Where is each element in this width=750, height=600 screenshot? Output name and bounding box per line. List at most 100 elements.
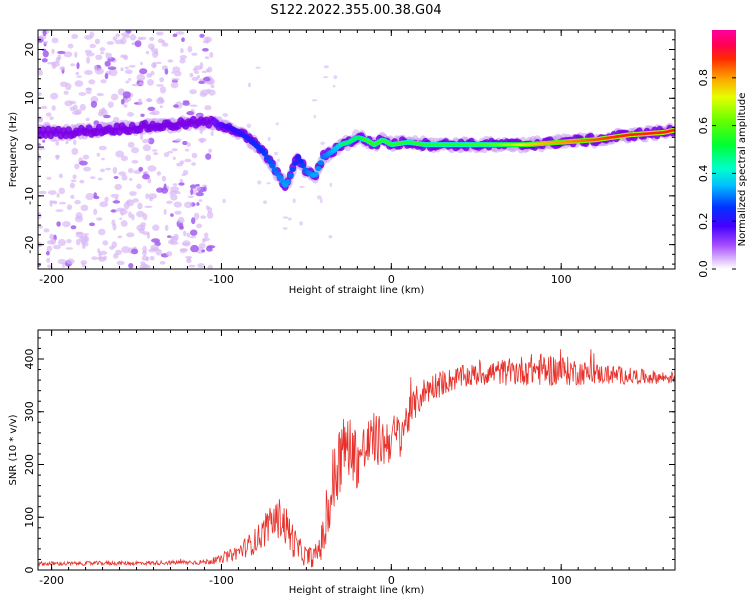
noise-blob — [128, 263, 134, 269]
noise-blob — [203, 76, 211, 82]
x-tick-label: -100 — [209, 273, 234, 286]
noise-blob — [42, 50, 49, 58]
noise-blob — [202, 184, 208, 188]
chart-title: S122.2022.355.00.38.G04 — [270, 3, 441, 18]
noise-blob — [71, 147, 79, 155]
noise-blob — [156, 31, 164, 36]
noise-blob — [66, 258, 75, 265]
noise-blob — [167, 150, 174, 154]
noise-blob — [131, 83, 140, 87]
noise-blob — [151, 149, 158, 152]
noise-blob — [79, 160, 88, 166]
noise-blob — [112, 166, 118, 174]
noise-blob — [57, 258, 67, 265]
spectrogram-ridge — [38, 114, 675, 192]
noise-blob — [324, 65, 329, 69]
noise-blob — [70, 194, 75, 199]
noise-blob — [282, 227, 288, 230]
noise-blob — [274, 151, 278, 156]
noise-blob — [187, 257, 192, 261]
noise-blob — [49, 200, 58, 204]
noise-blob — [179, 222, 184, 229]
noise-blob — [117, 235, 123, 239]
noise-blob — [42, 30, 47, 37]
noise-blob — [205, 153, 212, 160]
noise-blob — [189, 184, 197, 189]
noise-blob — [38, 35, 47, 40]
noise-blob — [59, 66, 66, 71]
noise-blob — [193, 212, 200, 220]
noise-blob — [194, 70, 200, 75]
noise-blob — [100, 51, 105, 55]
ridge-peak — [312, 171, 319, 177]
y-tick-label: 10 — [23, 91, 36, 105]
noise-blob — [207, 66, 213, 73]
y-tick-label: 400 — [23, 349, 36, 370]
noise-blob — [75, 71, 80, 76]
noise-blob — [157, 96, 164, 102]
spectrogram-y-ticks: -20 -10 0 10 20 — [23, 29, 675, 265]
noise-blob — [172, 33, 178, 38]
noise-blob — [80, 260, 88, 265]
noise-blob — [63, 51, 73, 58]
noise-blob — [48, 190, 57, 196]
noise-blob — [85, 87, 92, 90]
noise-blob — [263, 200, 267, 204]
noise-blob — [57, 238, 66, 247]
noise-blob — [108, 52, 112, 60]
noise-blob — [41, 58, 48, 63]
noise-blob — [63, 90, 69, 95]
noise-blob — [67, 43, 74, 49]
snr-y-axis-label: SNR (10 * v/v) — [8, 414, 19, 485]
noise-blob — [189, 72, 194, 78]
colorbar-tick-label: 0.2 — [697, 212, 710, 230]
noise-blob — [64, 100, 73, 107]
y-tick-label: 0 — [23, 567, 36, 574]
noise-blob — [202, 40, 209, 44]
noise-blob — [151, 62, 157, 68]
noise-blob — [57, 50, 66, 55]
noise-blob — [95, 54, 103, 60]
noise-blob — [51, 48, 55, 55]
noise-blob — [172, 156, 176, 160]
noise-blob — [96, 92, 104, 97]
noise-blob — [112, 200, 121, 204]
noise-blob — [206, 211, 214, 219]
noise-blob — [164, 224, 169, 232]
x-tick-label: 100 — [551, 574, 572, 587]
noise-blob — [122, 91, 131, 99]
noise-blob — [102, 240, 109, 246]
noise-blob — [115, 249, 122, 255]
noise-blob — [255, 66, 261, 69]
noise-blob — [287, 217, 292, 221]
y-tick-label: 20 — [23, 43, 36, 57]
noise-blob — [45, 112, 52, 117]
noise-blob — [207, 264, 213, 269]
noise-blob — [55, 141, 60, 146]
noise-blob — [101, 157, 105, 161]
noise-blob — [173, 104, 179, 108]
noise-blob — [332, 84, 336, 88]
noise-blob — [111, 241, 118, 249]
noise-blob — [197, 263, 205, 269]
noise-blob — [142, 266, 147, 269]
x-tick-label: -100 — [209, 574, 234, 587]
noise-blob — [136, 183, 142, 190]
noise-blob — [66, 239, 72, 244]
noise-blob — [82, 242, 89, 247]
noise-blob — [329, 182, 333, 187]
noise-blob — [145, 154, 152, 162]
noise-blob — [147, 106, 156, 111]
noise-blob — [171, 71, 175, 74]
noise-blob — [179, 248, 187, 254]
noise-blob — [140, 113, 145, 118]
ridge-peak — [289, 166, 296, 172]
noise-blob — [49, 116, 54, 120]
noise-blob — [175, 138, 182, 142]
noise-blob — [91, 256, 98, 261]
x-tick-label: 100 — [551, 273, 572, 286]
ridge-peak — [287, 173, 294, 179]
y-tick-label: 200 — [23, 454, 36, 475]
noise-blob — [120, 98, 125, 105]
